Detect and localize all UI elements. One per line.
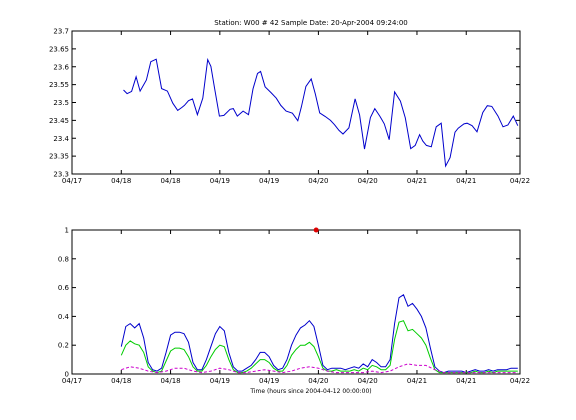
data-point-marker	[313, 227, 319, 233]
y-tick-label: 0.8	[58, 255, 69, 263]
bottom-chart-series	[120, 227, 518, 374]
y-tick-label: 0.4	[58, 313, 70, 321]
y-tick-label: 0.2	[58, 342, 69, 350]
x-tick-label: 04/21	[407, 177, 427, 185]
x-tick-label: 04/21	[407, 377, 427, 385]
bottom-chart-axis: 04/17 04/18 04/18 04/19 04/19 04/20 04/20 04/21…	[58, 227, 530, 386]
x-tick-label: 04/20	[358, 177, 378, 185]
x-tick-label: 04/19	[210, 177, 230, 185]
x-tick-label: 04/18	[111, 177, 131, 185]
x-tick-label: 04/18	[111, 377, 131, 385]
x-tick-label: 04/20	[308, 377, 328, 385]
y-tick-label: 0	[65, 371, 69, 379]
series-line-1	[123, 57, 519, 168]
x-tick-label: 04/21	[456, 377, 476, 385]
x-tick-label: 04/17	[62, 377, 82, 385]
bottom-chart-frame	[71, 229, 521, 375]
top-chart-axis: 04/17 04/18 04/18 04/19 04/19 04/20 04/20 04/21…	[49, 28, 530, 186]
x-axis-label: Time (hours since 2004-04-12 00:00:00)	[249, 388, 371, 395]
x-tick-label: 04/19	[210, 377, 230, 385]
x-tick-label: 04/22	[510, 377, 530, 385]
x-tick-label: 04/18	[160, 377, 180, 385]
x-tick-label: 04/19	[259, 377, 279, 385]
y-tick-label: 1	[65, 227, 69, 235]
top-chart: 04/17 04/18 04/18 04/19 04/19 04/20 04/20 04/21…	[49, 28, 530, 186]
y-tick-label: 23.65	[49, 45, 69, 53]
y-tick-label: 23.7	[53, 28, 69, 36]
y-tick-label: 23.55	[49, 81, 69, 89]
y-tick-label: 0.6	[58, 284, 70, 292]
y-tick-label: 23.45	[49, 117, 69, 125]
x-tick-label: 04/18	[160, 177, 180, 185]
series-line-1	[120, 294, 518, 374]
series-line-3	[121, 363, 518, 374]
y-tick-label: 23.3	[53, 171, 69, 179]
x-tick-label: 04/22	[510, 177, 530, 185]
top-chart-frame	[71, 30, 521, 175]
x-tick-label: 04/21	[456, 177, 476, 185]
y-tick-label: 23.6	[53, 63, 69, 71]
x-tick-label: 04/17	[62, 177, 82, 185]
x-tick-label: 04/20	[308, 177, 328, 185]
bottom-chart: 04/17 04/18 04/18 04/19 04/19 04/20 04/20 04/21…	[58, 227, 530, 386]
y-tick-label: 23.5	[53, 99, 69, 107]
series-line-2	[120, 320, 518, 374]
y-tick-label: 23.35	[49, 153, 69, 161]
top-chart-series	[123, 57, 519, 168]
x-tick-label: 04/19	[259, 177, 279, 185]
x-tick-label: 04/20	[358, 377, 378, 385]
chart-title: Station: W00 # 42 Sample Date: 20-Apr-20…	[214, 19, 407, 27]
y-tick-label: 23.4	[53, 135, 69, 143]
